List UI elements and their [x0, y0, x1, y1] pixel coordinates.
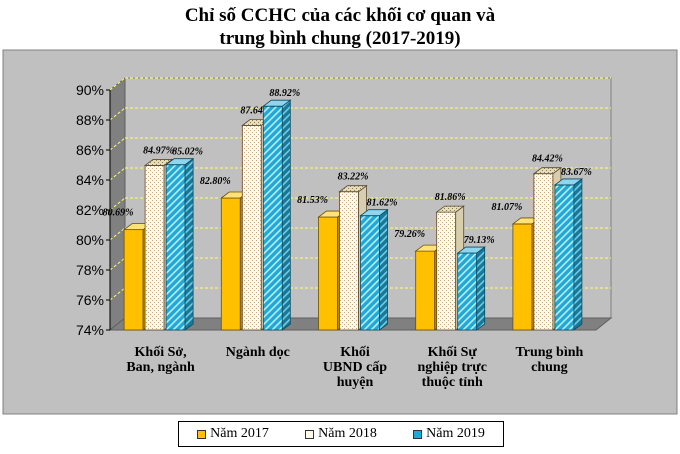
data-label: 84.42% [532, 154, 563, 165]
x-category-label-line: Khối Sự [428, 345, 478, 360]
bar-năm-2019-0-front [165, 164, 186, 331]
bar-năm-2019-2-front [360, 215, 380, 331]
x-category-label: Khối UBND cấp huyện [323, 345, 387, 390]
gridline-side [109, 137, 126, 151]
y-tick-label: 82% [76, 202, 104, 218]
bar-năm-2018-2-front [339, 191, 359, 331]
x-category-label-line: Ban, ngành [126, 360, 195, 375]
data-label: 83.22% [338, 172, 369, 183]
bar-năm-2019-3-top [456, 246, 486, 254]
bar-năm-2018-2-top [338, 185, 368, 193]
legend-item-2019: Năm 2019 [413, 426, 485, 442]
bar-năm-2019-0-top [164, 158, 195, 166]
data-label: 81.86% [435, 192, 466, 203]
gridline-side [109, 77, 126, 91]
bar-năm-2019-4-side [573, 178, 583, 331]
x-category-label: Khối Sự nghiệp trực thuộc tỉnh [417, 345, 486, 390]
gridline-side [109, 287, 126, 301]
data-label: 81.53% [297, 195, 328, 206]
bar-năm-2018-0-top [143, 159, 174, 166]
data-label: 80.69% [103, 208, 134, 219]
bar-năm-2019-2: 81.62% [359, 198, 398, 331]
legend-item-2017: Năm 2017 [197, 426, 269, 442]
x-category-label-line: chung [531, 360, 568, 375]
bar-năm-2018-4-top [532, 167, 563, 175]
x-category-label-line: Ngành dọc [226, 345, 290, 360]
data-label: 81.07% [491, 202, 522, 213]
bar-năm-2019-1: 88.92% [262, 88, 300, 331]
bar-năm-2018-1-front [241, 125, 262, 331]
y-tick-label: 88% [76, 112, 104, 128]
bar-năm-2018-4-front [533, 173, 554, 331]
bar-năm-2019-0-side [184, 157, 194, 331]
data-label: 87.64% [240, 105, 271, 116]
bar-năm-2017-4-front [512, 223, 533, 331]
data-label: 79.26% [394, 229, 425, 240]
bar-năm-2019-1-side [281, 99, 291, 331]
y-tick-label: 76% [76, 292, 104, 308]
legend-swatch-2018 [305, 429, 315, 439]
legend-label-2019: Năm 2019 [426, 426, 485, 441]
gridline-side [109, 257, 126, 271]
data-label: 79.13% [464, 235, 495, 246]
data-label: 81.62% [367, 198, 398, 209]
y-tick-label: 90% [76, 82, 104, 98]
data-label: 88.92% [269, 88, 300, 99]
gridline-side [109, 227, 126, 241]
bar-năm-2017-2-front [318, 216, 338, 331]
x-category-label: Khối Sở, Ban, ngành [126, 345, 195, 375]
x-category-label-line: Khối Sở, [135, 345, 187, 360]
x-category-label-line: nghiệp trực [417, 360, 486, 375]
x-category-label-line: UBND cấp [323, 360, 387, 375]
chart-title: Chỉ số CCHC của các khối cơ quan và trun… [0, 4, 680, 50]
gridline-side [109, 167, 126, 181]
x-category-label: Trung bình chung [515, 345, 583, 375]
x-category-label-line: Trung bình [515, 345, 583, 360]
x-category-label-line: huyện [337, 375, 374, 390]
bar-năm-2019-1-top [262, 99, 292, 107]
data-label: 84.97% [143, 145, 174, 156]
data-label: 85.02% [172, 147, 203, 158]
legend-item-2018: Năm 2018 [305, 426, 377, 442]
bar-năm-2019-3-front [457, 252, 478, 331]
legend: Năm 2017 Năm 2018 Năm 2019 [178, 421, 504, 447]
x-category-label-line: Khối [340, 345, 370, 360]
data-label: 82.80% [200, 176, 231, 187]
legend-label-2017: Năm 2017 [210, 426, 269, 441]
y-tick-label: 86% [76, 142, 104, 158]
bar-năm-2019-3: 79.13% [456, 235, 495, 331]
gridline-side [109, 197, 126, 211]
y-tick-label: 80% [76, 232, 104, 248]
chart-title-line-2: trung bình chung (2017-2019) [219, 28, 461, 49]
bar-năm-2017-0-front [123, 229, 144, 331]
data-label: 83.67% [561, 167, 592, 178]
bar-năm-2017-3-front [415, 250, 436, 331]
chart-title-line-1: Chỉ số CCHC của các khối cơ quan và [184, 5, 496, 26]
bar-năm-2019-2-top [359, 209, 389, 217]
bar-năm-2019-0: 85.02% [164, 147, 203, 331]
bar-năm-2018-0-front [144, 165, 165, 331]
bar-năm-2018-3-front [436, 211, 457, 331]
y-tick-label: 84% [76, 172, 104, 188]
x-category-label: Ngành dọc [226, 345, 290, 360]
x-category-label-line: thuộc tỉnh [422, 375, 483, 390]
bar-năm-2017-1-front [220, 197, 241, 331]
y-tick-label: 78% [76, 262, 104, 278]
y-tick-label: 74% [76, 322, 104, 338]
bar-năm-2019-4-top [553, 178, 584, 186]
bar-năm-2019-2-side [379, 208, 388, 331]
legend-label-2018: Năm 2018 [318, 426, 377, 441]
legend-swatch-2019 [413, 429, 423, 439]
side-wall [109, 76, 126, 332]
bar-năm-2018-3-top [435, 205, 465, 213]
legend-swatch-2017 [197, 429, 207, 439]
bar-năm-2019-4-front [554, 184, 575, 331]
bar-năm-2019-3-side [476, 246, 486, 331]
bar-năm-2019-1-front [262, 105, 283, 331]
bar-năm-2019-4: 83.67% [553, 167, 592, 331]
gridline-side [109, 107, 126, 121]
